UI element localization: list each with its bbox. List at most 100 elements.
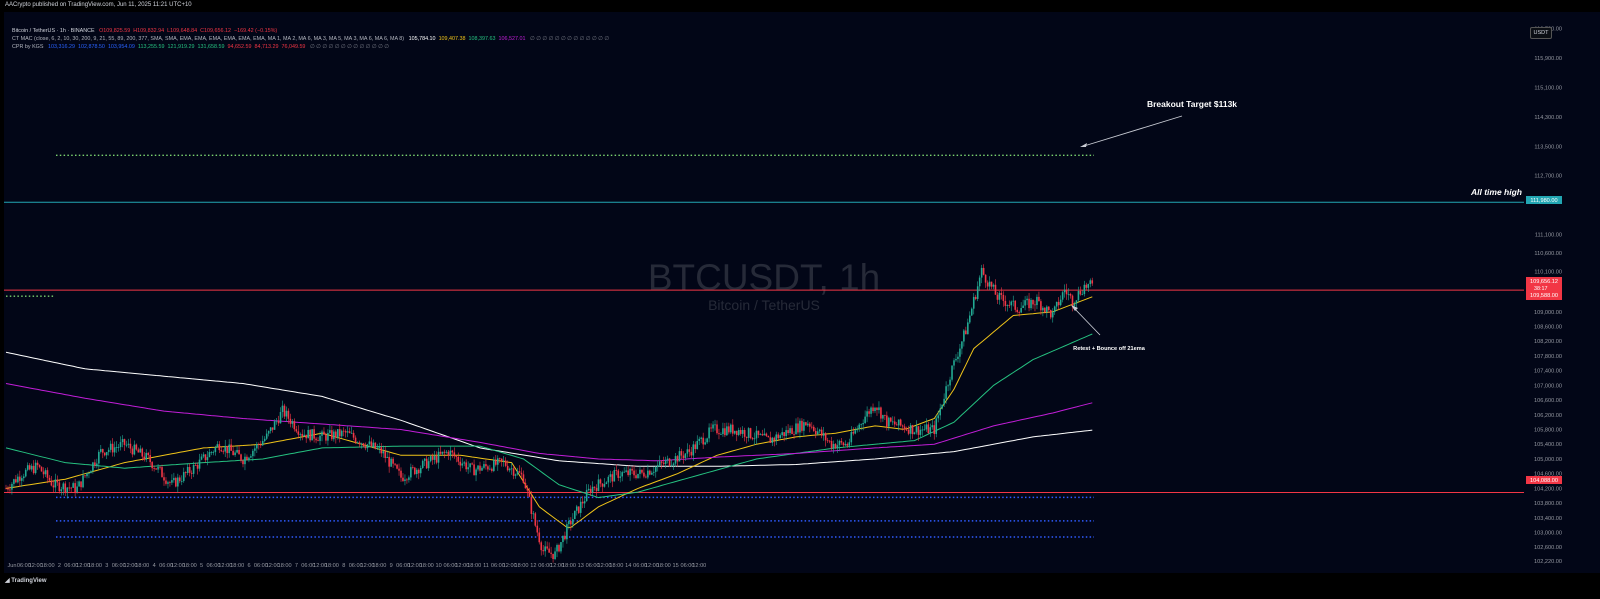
candle <box>692 440 695 462</box>
candle <box>182 467 185 483</box>
time-axis-label: 12:00 <box>598 563 612 569</box>
current-price-tag: 109,656.12 38:17 109,588.00 <box>1526 277 1562 300</box>
candle <box>994 279 997 295</box>
price-axis-label: 107,800.00 <box>1534 354 1562 360</box>
candle <box>1018 310 1020 317</box>
candle <box>90 470 92 474</box>
legend-mac-trailing: ∅ ∅ ∅ ∅ ∅ ∅ ∅ ∅ ∅ ∅ ∅ ∅ ∅ <box>530 36 610 42</box>
candle <box>811 422 813 430</box>
price-axis-label: 102,220.00 <box>1534 559 1562 565</box>
candle <box>963 329 965 347</box>
legend-ohlc-value-0: O109,825.59 <box>99 28 131 34</box>
candle <box>481 466 483 471</box>
candle <box>854 427 857 435</box>
candle <box>360 442 363 449</box>
candle <box>208 448 211 458</box>
candle <box>844 440 847 447</box>
candle <box>54 473 57 493</box>
candle <box>453 447 456 459</box>
candle <box>44 468 47 477</box>
retest-arrowhead <box>1071 305 1078 311</box>
candle <box>380 443 383 457</box>
candle <box>145 449 148 463</box>
tradingview-logo[interactable]: ◢ TradingView <box>5 577 47 584</box>
candle <box>982 264 985 276</box>
price-chart-svg[interactable]: BTCUSDT, 1h Bitcoin / TetherUS Breakout … <box>4 12 1600 587</box>
candle <box>666 455 669 464</box>
candle <box>386 450 388 459</box>
candle <box>890 417 892 423</box>
candle <box>903 423 906 433</box>
candle <box>795 418 797 435</box>
candle <box>96 458 98 469</box>
candle <box>730 423 732 435</box>
candle <box>493 456 495 473</box>
candle <box>607 475 610 488</box>
candle <box>1044 307 1046 314</box>
candle <box>583 496 586 509</box>
candle <box>100 445 102 454</box>
candle <box>542 545 544 555</box>
chart-area[interactable]: BTCUSDT, 1h Bitcoin / TetherUS Breakout … <box>4 12 1600 587</box>
legend-symbol-row[interactable]: Bitcoin / TetherUS · 1h · BINANCE O109,8… <box>12 27 609 35</box>
candle <box>923 424 926 431</box>
candle <box>779 433 781 439</box>
candle <box>169 480 171 487</box>
candle <box>115 441 118 453</box>
candle <box>218 441 221 453</box>
candle <box>1091 277 1094 286</box>
candle <box>888 416 890 431</box>
candle <box>107 447 110 456</box>
candle <box>364 442 367 451</box>
candle <box>228 439 230 458</box>
candle <box>743 427 746 442</box>
candle <box>514 473 517 479</box>
time-axis-label: 12:00 <box>266 563 280 569</box>
candle <box>686 443 689 458</box>
legend-mac-row[interactable]: CT MAC (close, 6, 2, 10, 30, 200, 9, 21,… <box>12 35 609 43</box>
candle <box>319 431 321 446</box>
candle <box>1071 294 1074 312</box>
candle <box>159 466 161 470</box>
candle <box>696 435 699 450</box>
candle <box>263 436 266 443</box>
candle <box>886 411 888 431</box>
candle <box>649 469 651 476</box>
candle <box>732 419 734 437</box>
candle <box>256 441 258 454</box>
candle <box>417 468 420 480</box>
candle <box>716 420 718 435</box>
candle <box>680 448 683 460</box>
time-axis-label: 15 <box>672 563 678 569</box>
time-axis-label: 12:00 <box>29 563 43 569</box>
candle <box>862 419 864 431</box>
time-axis-label: 12:00 <box>361 563 375 569</box>
price-axis-label: 104,200.00 <box>1534 486 1562 492</box>
time-axis-label: 06:00 <box>301 563 315 569</box>
candle <box>759 432 762 436</box>
price-axis-label: 106,600.00 <box>1534 398 1562 404</box>
candle <box>269 427 272 434</box>
currency-button[interactable]: USDT <box>1530 27 1552 39</box>
price-axis-label: 115,900.00 <box>1534 56 1562 62</box>
candle <box>591 481 594 496</box>
legend-cpr-row[interactable]: CPR by KGS 103,316.29 102,878.50 103,954.0… <box>12 43 609 51</box>
candle <box>259 440 262 448</box>
candle <box>58 480 61 494</box>
candle <box>250 454 252 459</box>
candle <box>1077 286 1080 302</box>
candle <box>111 438 114 457</box>
candle <box>295 425 298 433</box>
candle <box>354 435 357 445</box>
candle <box>899 418 902 427</box>
candle <box>775 431 778 446</box>
candle <box>852 427 855 436</box>
price-axis-label: 106,200.00 <box>1534 413 1562 419</box>
candle <box>449 445 452 461</box>
legend-mac-values: 105,784.10 109,407.38 108,397.63 106,527.01 <box>406 36 526 42</box>
candle <box>1067 288 1070 301</box>
candle <box>13 478 15 488</box>
candle <box>64 481 67 497</box>
candle <box>7 485 9 493</box>
candle <box>755 426 758 445</box>
